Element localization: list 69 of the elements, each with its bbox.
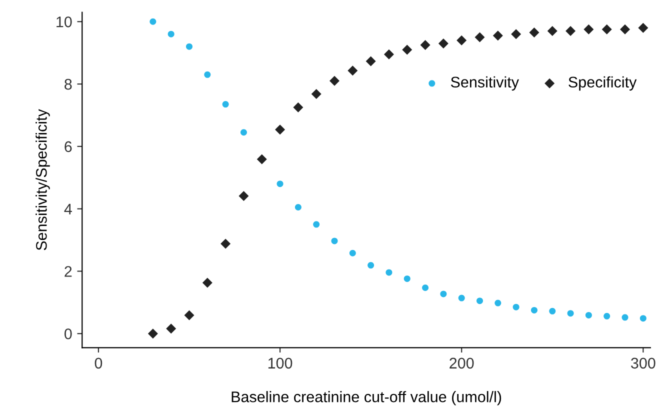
point xyxy=(602,24,612,34)
point xyxy=(186,43,193,50)
point xyxy=(476,298,484,304)
x-tick-label: 0 xyxy=(94,358,102,369)
point xyxy=(294,204,302,211)
point xyxy=(474,32,485,42)
point xyxy=(622,314,628,321)
point xyxy=(440,290,447,298)
point xyxy=(585,312,592,318)
point xyxy=(494,300,502,306)
point xyxy=(202,278,212,288)
point xyxy=(313,221,320,228)
point xyxy=(311,89,322,100)
point xyxy=(529,28,540,38)
point xyxy=(404,275,410,282)
legend-label: Specificity xyxy=(568,76,637,91)
y-tick-label: 2 xyxy=(64,266,72,277)
y-tick-label: 10 xyxy=(56,16,72,28)
point xyxy=(331,238,338,244)
x-tick-label: 300 xyxy=(631,358,656,369)
point xyxy=(638,22,648,33)
point xyxy=(349,250,356,256)
x-axis-title: Baseline creatinine cut-off value (umol/l) xyxy=(232,391,502,406)
point xyxy=(275,124,286,135)
point xyxy=(148,328,158,339)
point xyxy=(620,24,630,34)
point xyxy=(584,24,594,34)
point xyxy=(238,191,249,202)
point xyxy=(438,38,448,48)
point xyxy=(492,30,503,41)
point xyxy=(547,26,558,36)
x-tick-label: 200 xyxy=(450,358,474,369)
point xyxy=(368,262,374,269)
point xyxy=(567,310,574,317)
point xyxy=(604,312,610,320)
point xyxy=(166,324,176,334)
legend-label: Sensitivity xyxy=(450,76,519,91)
point xyxy=(293,102,304,112)
point xyxy=(456,35,467,46)
point xyxy=(422,284,429,292)
point xyxy=(150,18,156,25)
point xyxy=(348,66,358,76)
point xyxy=(184,310,194,320)
point xyxy=(511,29,522,40)
point xyxy=(530,306,538,314)
point xyxy=(402,44,412,55)
y-tick-label: 4 xyxy=(64,204,72,214)
point xyxy=(512,304,520,310)
x-tick-label: 100 xyxy=(268,358,292,369)
point xyxy=(222,101,229,108)
point xyxy=(204,71,211,78)
point xyxy=(549,308,556,314)
y-tick-label: 6 xyxy=(64,141,72,152)
point xyxy=(640,315,646,322)
point xyxy=(276,180,284,188)
point xyxy=(384,49,394,60)
point xyxy=(240,129,247,136)
point xyxy=(366,56,376,66)
point xyxy=(329,76,340,86)
point xyxy=(566,26,576,36)
y-axis-title: Sensitivity/Specificity xyxy=(36,109,50,250)
point xyxy=(168,30,174,38)
point xyxy=(458,294,465,302)
y-tick-label: 8 xyxy=(64,78,72,90)
point xyxy=(386,269,392,276)
point xyxy=(420,40,430,50)
point xyxy=(256,154,267,164)
y-tick-label: 0 xyxy=(64,328,72,340)
point xyxy=(220,238,231,249)
